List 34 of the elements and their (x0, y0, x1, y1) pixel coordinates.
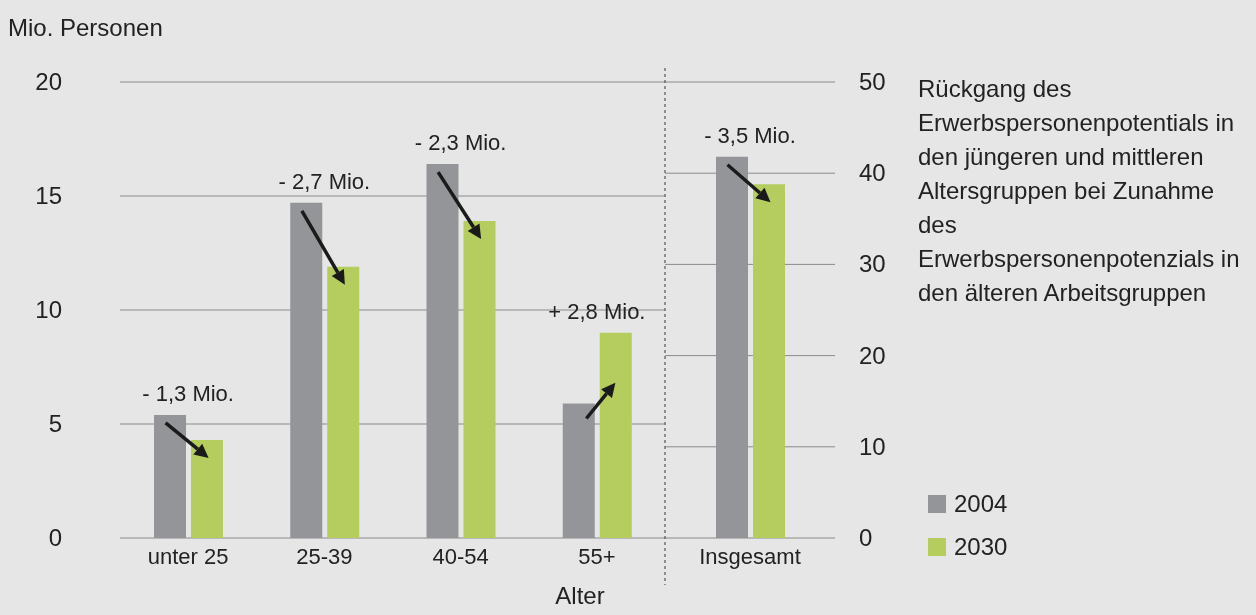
annotation: - 2,3 Mio. (414, 130, 507, 156)
x-tick-label: 25-39 (296, 544, 353, 569)
y-tick-label: 50 (859, 68, 886, 95)
bar (154, 414, 186, 538)
x-axis-title: Alter (554, 582, 606, 610)
y-tick-label: 20 (859, 341, 886, 369)
annotation: - 3,5 Mio. (704, 122, 796, 148)
bar (463, 221, 496, 538)
x-tick-label: 40-54 (432, 544, 489, 569)
x-tick-label: 55+ (578, 544, 616, 569)
y-tick-label: 15 (35, 182, 62, 209)
bar (426, 164, 459, 538)
legend-label: 2030 (954, 532, 1008, 561)
y-tick-label: 20 (35, 68, 62, 95)
y-tick-label: 30 (859, 250, 886, 278)
y-tick-label: 10 (859, 432, 886, 460)
annotation: + 2,8 Mio. (548, 298, 646, 324)
x-tick-label: Insgesamt (699, 544, 801, 569)
y-tick-label: 0 (48, 524, 62, 551)
y-tick-label: 5 (48, 410, 62, 437)
y-tick-label: 10 (35, 296, 62, 323)
annotation: - 1,3 Mio. (142, 380, 234, 406)
text: Rückgang des Erwerbspersonenpotentials in den jüngeren und mittleren Altersgruppen bei Zunahme des Erwerbspersonenpotenzials in den älteren Arbeitsgruppen (918, 74, 1241, 308)
legend-label: 2004 (954, 489, 1008, 518)
y-tick-label: 0 (859, 524, 873, 551)
bar (562, 403, 595, 538)
y-tick-label: 40 (859, 159, 886, 187)
x-tick-label: unter 25 (147, 544, 229, 569)
annotation: - 2,7 Mio. (278, 168, 371, 194)
bar (327, 266, 360, 538)
bar (191, 439, 223, 538)
y-axis-title: Mio. Personen (8, 14, 163, 42)
bar (599, 332, 632, 538)
bar (290, 202, 323, 538)
